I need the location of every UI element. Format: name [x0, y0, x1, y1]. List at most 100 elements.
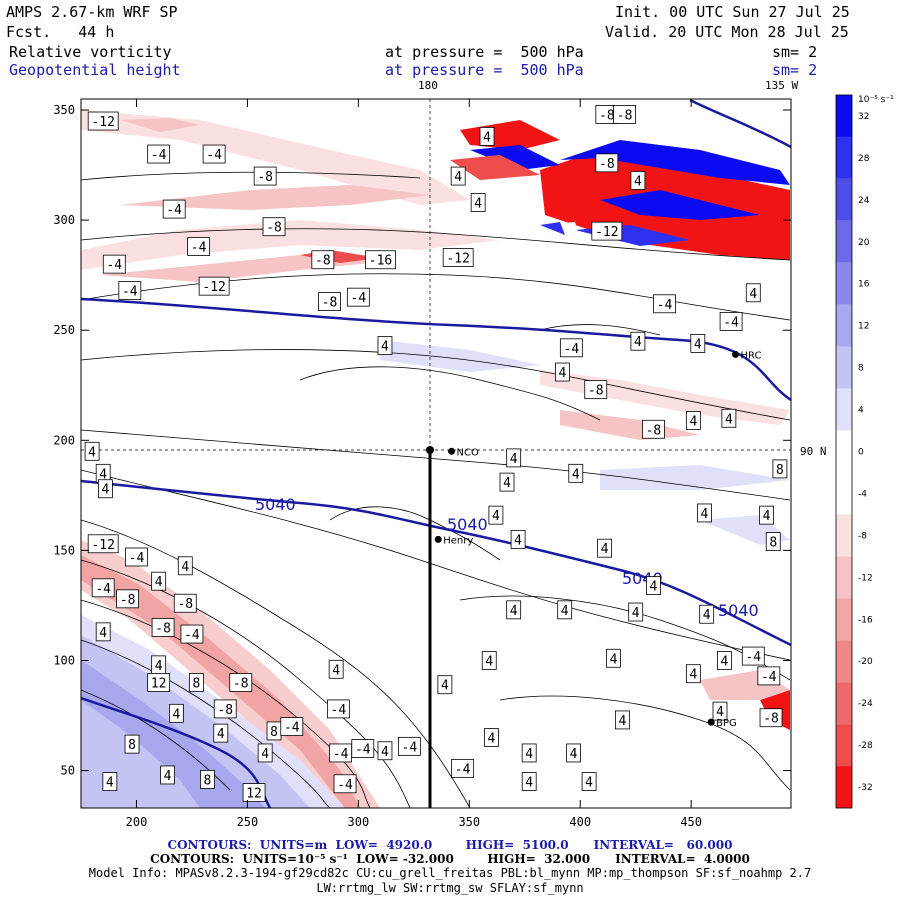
svg-text:-8: -8	[120, 593, 136, 608]
svg-text:4: 4	[261, 747, 269, 762]
svg-text:-4: -4	[184, 628, 200, 643]
vorticity-label: 4	[484, 728, 499, 747]
vorticity-label: -8	[318, 292, 341, 311]
colorbar-swatch	[836, 766, 852, 808]
vorticity-label: -12	[591, 221, 623, 241]
vorticity-label: 4	[557, 600, 573, 620]
svg-text:-12: -12	[202, 280, 225, 295]
svg-text:-4: -4	[166, 203, 182, 218]
colorbar-tick-label: 0	[858, 448, 864, 458]
svg-text:4: 4	[525, 776, 533, 791]
vorticity-label: -12	[198, 276, 230, 296]
vorticity-label: -4	[202, 144, 226, 164]
station-name: Henry	[443, 535, 473, 546]
svg-text:-4: -4	[151, 148, 167, 163]
vorticity-label: -4	[757, 666, 781, 686]
svg-text:-4: -4	[745, 650, 761, 665]
svg-text:-4: -4	[455, 762, 471, 777]
vorticity-label: 4	[328, 659, 344, 679]
field2-level: at pressure = 500 hPa	[385, 61, 584, 79]
vorticity-label: 4	[95, 622, 111, 642]
svg-text:4: 4	[510, 452, 518, 467]
colorbar-swatch	[836, 430, 852, 473]
colorbar-swatch	[836, 178, 852, 221]
svg-text:4: 4	[689, 668, 697, 683]
vorticity-label: 4	[213, 723, 229, 743]
colorbar-swatch	[836, 724, 852, 767]
svg-text:4: 4	[88, 445, 96, 460]
svg-text:4: 4	[510, 604, 518, 619]
svg-text:-4: -4	[122, 285, 138, 300]
vorticity-contour-info: CONTOURS: UNITS=10⁻⁵ s⁻¹ LOW= -32.000 HI…	[150, 852, 750, 866]
vorticity-label: 4	[745, 283, 761, 303]
vorticity-label: -8	[311, 250, 335, 270]
colorbar-swatch	[836, 220, 852, 263]
field2-smoothing: sm= 2	[772, 61, 818, 79]
svg-text:8: 8	[204, 773, 212, 788]
vorticity-label: 4	[697, 503, 712, 523]
colorbar-tick-label: 4	[858, 406, 864, 416]
svg-text:8: 8	[769, 536, 777, 551]
vorticity-label: -4	[102, 254, 126, 274]
vorticity-label: -4	[346, 287, 370, 307]
svg-text:-4: -4	[351, 291, 367, 306]
vorticity-label: 4	[628, 602, 644, 622]
svg-text:4: 4	[721, 654, 729, 669]
vorticity-label: 4	[630, 171, 646, 190]
vorticity-label: -4	[162, 199, 186, 219]
colorbar-tick-label: 16	[858, 280, 870, 290]
init-time: Init. 00 UTC Sun 27 Jul 25	[615, 3, 850, 21]
vorticity-label: 8	[200, 769, 215, 789]
vorticity-label: 4	[102, 772, 118, 791]
vorticity-label: 4	[717, 651, 732, 670]
colorbar-swatch	[836, 556, 852, 599]
colorbar-tick-label: -32	[858, 783, 873, 793]
colorbar-tick-label: 32	[858, 112, 869, 122]
vorticity-label: -8	[595, 105, 619, 124]
vorticity-label: -8	[116, 589, 139, 609]
svg-text:-4: -4	[761, 670, 777, 685]
vorticity-label: 4	[437, 675, 453, 695]
colorbar-swatch	[836, 682, 852, 725]
vorticity-label: 8	[772, 459, 788, 479]
vorticity-label: 4	[712, 701, 728, 721]
vorticity-label: 4	[481, 651, 497, 670]
x-tick-label: 450	[680, 815, 702, 829]
vorticity-label: 4	[450, 166, 466, 186]
colorbar-swatch	[836, 136, 852, 179]
svg-text:-4: -4	[355, 743, 371, 758]
field2-name: Geopotential height	[9, 61, 181, 79]
colorbar-swatch	[836, 598, 852, 641]
svg-text:4: 4	[763, 509, 771, 524]
model-info: Model Info: MPASv8.2.3-194-gf29cd82c CU:…	[88, 866, 812, 880]
height-label: 5040	[718, 601, 759, 620]
svg-text:-12: -12	[595, 225, 618, 240]
vorticity-label: 4	[479, 127, 495, 146]
svg-text:-8: -8	[315, 254, 331, 269]
svg-text:-8: -8	[217, 703, 233, 718]
vorticity-label: -8	[213, 699, 237, 719]
colorbar-tick-label: -20	[858, 657, 873, 667]
svg-text:-12: -12	[446, 252, 469, 267]
y-axis: 50 100 150 200 250 300 350	[53, 103, 791, 778]
svg-text:8: 8	[776, 463, 784, 478]
vorticity-label: -8	[613, 105, 636, 124]
colorbar-swatch	[836, 346, 852, 389]
svg-text:4: 4	[610, 652, 618, 667]
model-title: AMPS 2.67-km WRF SP	[6, 3, 178, 21]
svg-text:-8: -8	[177, 597, 193, 612]
vorticity-label: -8	[595, 153, 619, 173]
colorbar-swatch	[836, 472, 852, 515]
vorticity-label: 4	[646, 576, 661, 596]
vorticity-label: 4	[690, 334, 706, 353]
colorbar-tick-label: -4	[858, 489, 867, 499]
svg-text:4: 4	[689, 414, 697, 429]
colorbar-tick-label: 8	[858, 364, 864, 374]
svg-text:-12: -12	[91, 538, 114, 553]
colorbar-tick-label: 28	[858, 154, 870, 164]
vorticity-label: 4	[84, 441, 100, 461]
vorticity-label: 4	[177, 556, 193, 576]
svg-text:-4: -4	[95, 582, 111, 597]
svg-text:4: 4	[217, 727, 225, 742]
x-tick-label: 350	[458, 815, 480, 829]
